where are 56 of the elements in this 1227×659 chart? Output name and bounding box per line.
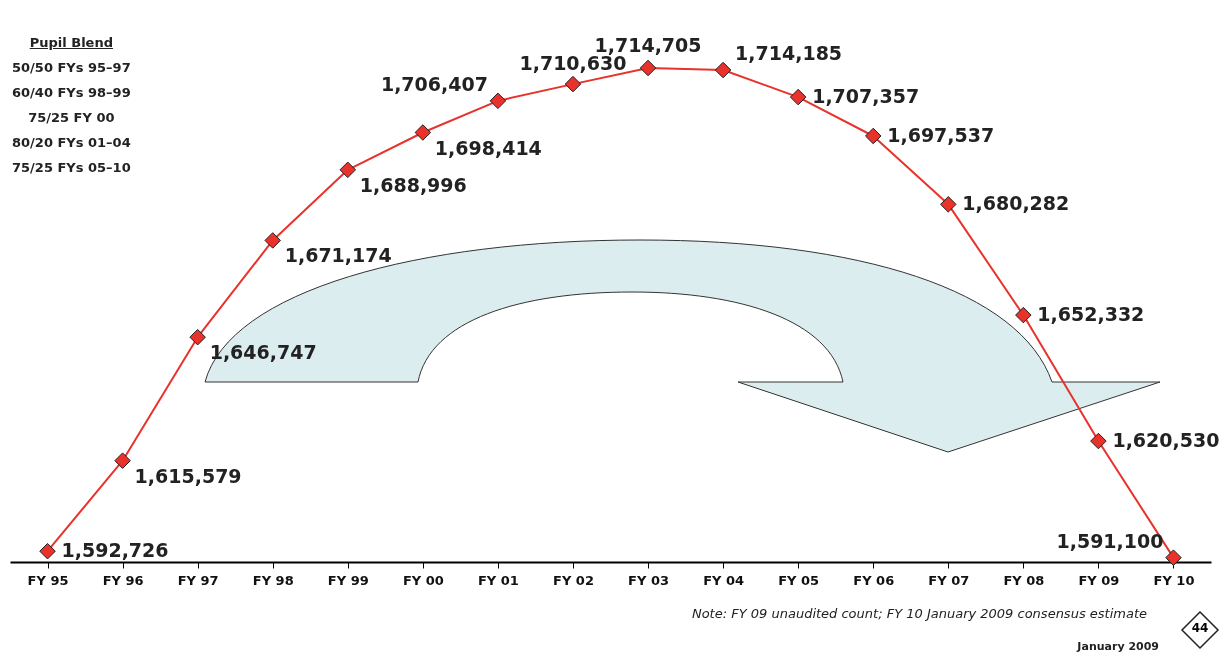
x-tick-label: FY 98 (252, 572, 294, 588)
point (264, 232, 281, 249)
point (114, 452, 131, 469)
data-label: 1,714,185 (735, 42, 843, 65)
x-tick-label: FY 03 (628, 572, 669, 588)
data-label: 1,592,726 (61, 539, 169, 562)
x-tick-label: FY 02 (553, 572, 594, 588)
x-tick-label: FY 95 (27, 572, 69, 588)
data-label: 1,688,996 (359, 173, 467, 196)
point (339, 161, 357, 179)
point (714, 61, 732, 79)
text: 44 (1190, 621, 1210, 635)
point (489, 92, 507, 110)
point (639, 59, 657, 77)
data-label: 1,591,100 (1056, 529, 1164, 552)
point (864, 127, 882, 145)
point (940, 196, 957, 213)
text: January 2009 (1077, 640, 1159, 653)
data-label: 1,680,282 (962, 192, 1070, 215)
x-tick-label: FY 00 (402, 572, 444, 588)
x-tick-label: FY 07 (928, 572, 970, 588)
x-tick-label: FY 04 (703, 572, 745, 588)
data-label: 1,697,537 (887, 123, 995, 146)
x-tick-label: FY 01 (477, 572, 519, 588)
data-label: 1,620,530 (1112, 429, 1220, 452)
point (1015, 306, 1032, 324)
text: Note: FY 09 unaudited count; FY 10 January 2009 consensus estimate (691, 606, 1147, 621)
data-label: 1,671,174 (284, 244, 392, 267)
annotation: 75/25 FY 00 (27, 109, 116, 127)
point (414, 124, 432, 141)
x-tick-label: FY 09 (1078, 572, 1120, 588)
data-label: 1,615,579 (134, 464, 242, 487)
point (564, 75, 582, 93)
text: Pupil Blend (28, 34, 114, 52)
x-tick-label: FY 96 (102, 572, 144, 588)
point (189, 328, 206, 346)
x-tick-label: FY 10 (1153, 572, 1195, 588)
x-tick-label: FY 05 (778, 572, 820, 588)
data-label: 1,714,705 (594, 33, 702, 56)
annotation: 75/25 FYs 05–10 (12, 159, 131, 177)
annotation: 50/50 FYs 95–97 (12, 59, 131, 77)
point (1165, 549, 1182, 566)
x-tick-label: FY 97 (177, 572, 219, 588)
data-label: 1,652,332 (1037, 303, 1145, 326)
point (39, 542, 56, 560)
data-label: 1,707,357 (812, 85, 920, 108)
data-label: 1,646,747 (209, 341, 317, 364)
x-tick-label: FY 08 (1003, 572, 1045, 588)
x-tick-label: FY 06 (853, 572, 895, 588)
annotation: 80/20 FYs 01–04 (12, 134, 131, 152)
annotation: 60/40 FYs 98–99 (12, 84, 131, 102)
data-label: 1,698,414 (434, 136, 542, 159)
point (1090, 432, 1107, 450)
point (789, 88, 807, 106)
x-tick-label: FY 99 (327, 572, 369, 588)
data-label: 1,706,407 (380, 72, 488, 95)
